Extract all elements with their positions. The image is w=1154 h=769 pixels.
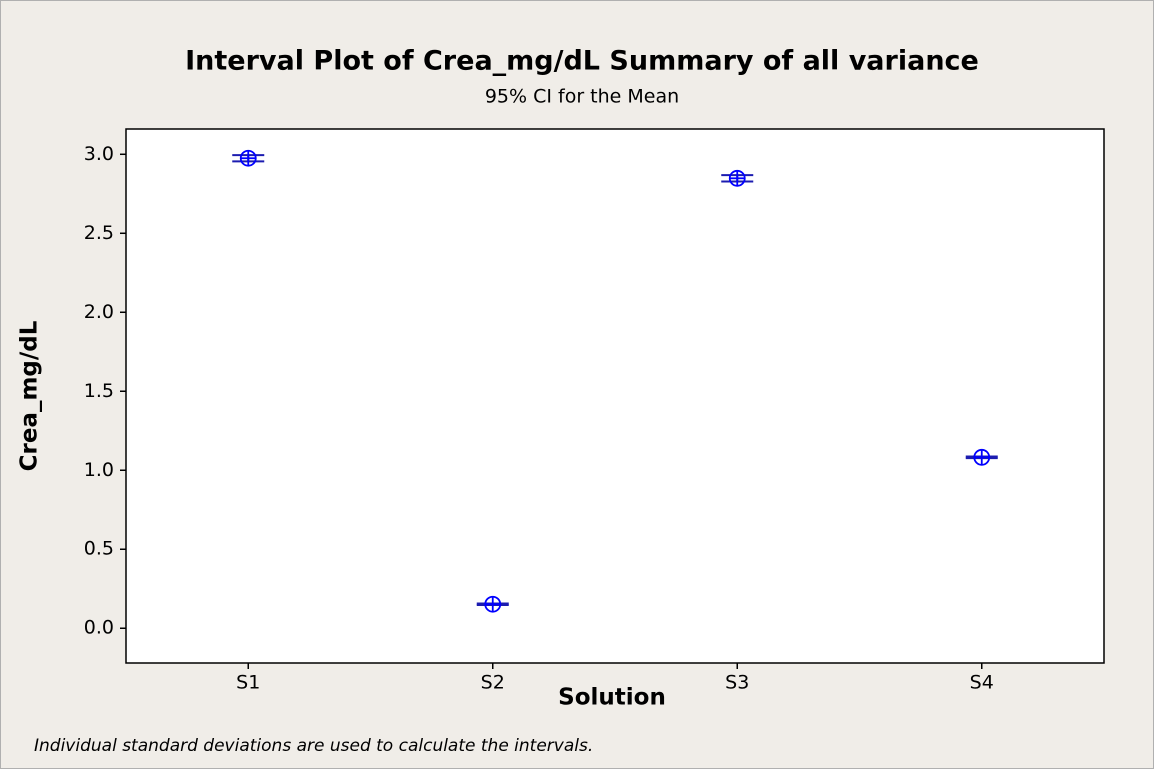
x-tick-label: S4: [970, 672, 994, 694]
mean-symbol: [484, 595, 502, 613]
plot-area: [125, 128, 1105, 664]
y-axis-label: Crea_mg/dL: [17, 320, 43, 471]
x-tick-label: S1: [236, 672, 260, 694]
mean-symbol: [973, 448, 991, 466]
footnote: Individual standard deviations are used …: [34, 736, 593, 756]
y-tick-label: 2.5: [84, 222, 114, 244]
y-tick-label: 1.5: [84, 380, 114, 402]
chart-title: Interval Plot of Crea_mg/dL Summary of a…: [185, 46, 979, 77]
y-tick-label: 2.0: [84, 301, 114, 323]
y-tick-label: 0.5: [84, 538, 114, 560]
y-tick-label: 1.0: [84, 459, 114, 481]
y-tick-label: 0.0: [84, 617, 114, 639]
y-tick-label: 3.0: [84, 143, 114, 165]
chart-subtitle: 95% CI for the Mean: [485, 86, 679, 108]
x-tick-label: S2: [481, 672, 505, 694]
x-tick-label: S3: [725, 672, 749, 694]
mean-symbol: [728, 169, 746, 187]
x-axis-label: Solution: [558, 685, 666, 711]
mean-symbol: [239, 149, 257, 167]
